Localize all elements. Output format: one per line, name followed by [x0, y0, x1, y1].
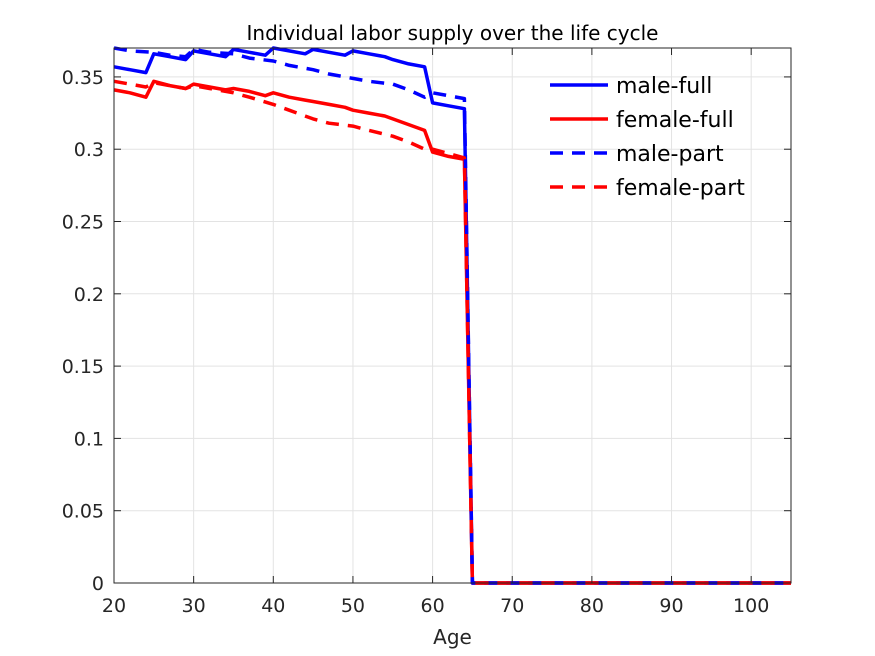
legend-item-male-full: male-full	[550, 74, 712, 99]
legend-label: female-part	[616, 176, 745, 201]
y-tick-label: 0	[92, 573, 104, 595]
series-female-part	[113, 79, 791, 585]
x-tick-label: 70	[500, 595, 524, 617]
grid-lines	[113, 48, 791, 584]
x-tick-label: 80	[580, 595, 604, 617]
plot-area	[113, 46, 792, 585]
legend-item-male-part: male-part	[550, 142, 724, 167]
chart-title: Individual labor supply over the life cy…	[247, 21, 659, 45]
legend-item-female-part: female-part	[550, 176, 745, 201]
legend-label: male-full	[616, 74, 712, 99]
axes-box	[113, 47, 792, 584]
legend-label: female-full	[616, 108, 734, 133]
tick-labels: 20 30 40 50 60 70 80 90 100 0 0.05 0.1 0.15 0.2 0.25 0.…	[62, 67, 770, 617]
x-axis-label: Age	[433, 625, 472, 649]
y-tick-label: 0.15	[62, 356, 104, 378]
x-tick-label: 90	[659, 595, 683, 617]
tick-marks	[113, 48, 791, 584]
legend: male-full female-full male-part female-part	[550, 74, 745, 201]
y-tick-label: 0.35	[62, 67, 104, 89]
axes-background	[114, 48, 791, 583]
y-tick-label: 0.25	[62, 212, 104, 234]
x-tick-label: 60	[420, 595, 444, 617]
legend-label: male-part	[616, 142, 724, 167]
x-tick-label: 20	[102, 595, 126, 617]
x-tick-label: 50	[341, 595, 365, 617]
x-tick-label: 100	[733, 595, 769, 617]
y-tick-label: 0.1	[74, 428, 104, 450]
y-tick-label: 0.2	[74, 284, 104, 306]
legend-item-female-full: female-full	[550, 108, 734, 133]
y-tick-label: 0.05	[62, 501, 104, 523]
x-tick-label: 30	[182, 595, 206, 617]
y-tick-label: 0.3	[74, 139, 104, 161]
x-tick-label: 40	[261, 595, 285, 617]
